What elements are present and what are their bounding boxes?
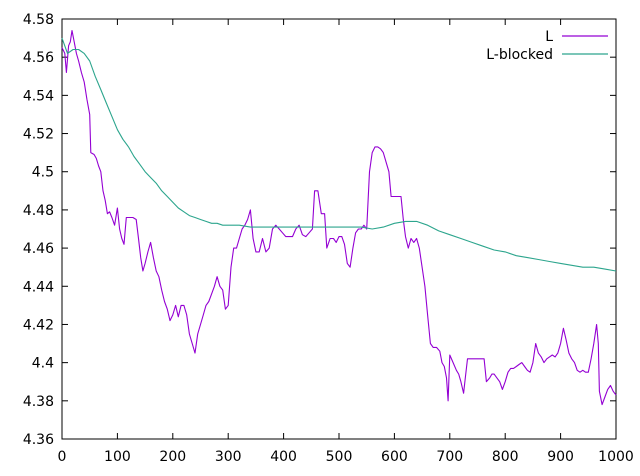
x-tick-label: 500 [326,449,353,465]
x-tick-label: 400 [270,449,297,465]
y-tick-label: 4.56 [23,50,54,66]
x-tick-label: 800 [492,449,519,465]
x-tick-label: 300 [215,449,242,465]
y-tick-label: 4.38 [23,394,54,410]
series-line-l [61,29,617,406]
y-tick-label: 4.58 [23,12,54,28]
series-line-l-blocked [61,37,617,272]
y-tick-label: 4.54 [23,88,54,104]
y-tick-label: 4.48 [23,203,54,219]
legend-label: L [545,29,553,45]
y-tick-label: 4.44 [23,279,54,295]
axis-ticks [61,18,617,440]
y-tick-label: 4.4 [32,356,54,372]
legend: L L-blocked [486,29,608,63]
y-tick-label: 4.46 [23,241,54,257]
y-tick-label: 4.42 [23,317,54,333]
x-tick-label: 0 [58,449,67,465]
x-tick-label: 700 [436,449,463,465]
x-tick-label: 100 [104,449,131,465]
x-tick-label: 1000 [598,449,634,465]
x-tick-label: 600 [381,449,408,465]
axis-tick-labels: 0 100 200 300 400 500 600 700 800 900 1000 4.36 4.38… [23,12,634,465]
x-tick-label: 900 [547,449,574,465]
y-tick-label: 4.52 [23,127,54,143]
y-tick-label: 4.5 [32,165,54,181]
plot-frame [61,18,617,440]
x-tick-label: 200 [159,449,186,465]
legend-label: L-blocked [486,47,553,63]
series-group [61,29,617,406]
y-tick-label: 4.36 [23,432,54,448]
